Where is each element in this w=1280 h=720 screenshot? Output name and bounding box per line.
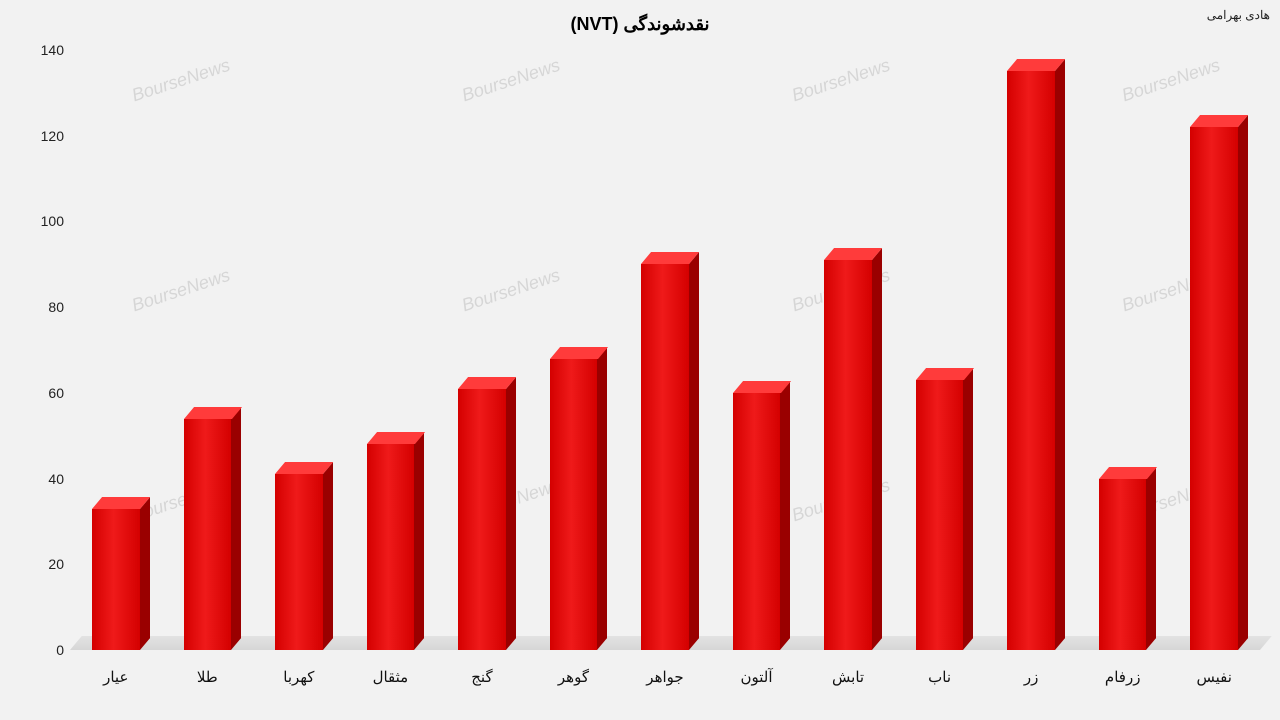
bar [550,359,598,650]
bar-front [550,359,598,650]
bar-front [184,419,232,650]
bar [733,393,781,650]
x-tick-label: طلا [162,668,254,686]
bars-group [70,50,1260,650]
plot-area [70,50,1260,650]
y-tick-label: 40 [14,471,64,487]
bar [916,380,964,650]
bar [458,389,506,650]
chart-title: نقدشوندگی (NVT) [0,14,1280,35]
bar-top [92,497,150,509]
bar-front [1190,127,1238,650]
bar [641,264,689,650]
x-tick-label: زرفام [1077,668,1169,686]
y-tick-label: 0 [14,642,64,658]
bar-front [367,444,415,650]
bar-front [824,260,872,650]
x-tick-label: جواهر [619,668,711,686]
bar-front [458,389,506,650]
x-tick-label: زر [985,668,1077,686]
x-tick-label: گوهر [528,668,620,686]
bar-top [458,377,516,389]
chart-container: هادی بهرامی نقدشوندگی (NVT) BourseNewsBo… [0,0,1280,720]
bar [367,444,415,650]
bar-top [184,407,242,419]
bar-side [323,462,333,650]
bar [275,474,323,650]
y-tick-label: 100 [14,213,64,229]
bar [92,509,140,650]
bar-side [1146,466,1156,650]
bar [1099,479,1147,650]
bar-front [733,393,781,650]
bar-side [597,346,607,650]
bar-side [780,381,790,650]
bar [1007,71,1055,650]
bar-side [963,368,973,650]
x-tick-label: گنج [436,668,528,686]
bar-top [733,381,791,393]
x-tick-label: ناب [894,668,986,686]
bar-front [92,509,140,650]
y-tick-label: 140 [14,42,64,58]
bar [184,419,232,650]
x-tick-label: نفیس [1168,668,1260,686]
x-tick-label: کهربا [253,668,345,686]
bar-side [689,252,699,650]
bar-front [1099,479,1147,650]
y-tick-label: 20 [14,556,64,572]
bar-front [916,380,964,650]
y-tick-label: 80 [14,299,64,315]
bar [1190,127,1238,650]
bar-front [641,264,689,650]
bar [824,260,872,650]
bar-front [1007,71,1055,650]
bar-side [872,248,882,650]
bar-side [1238,115,1248,650]
x-tick-label: آلتون [711,668,803,686]
bar-side [506,376,516,650]
bar-top [550,347,608,359]
x-tick-label: عیار [70,668,162,686]
bar-top [367,432,425,444]
bar-top [1099,467,1157,479]
bar-side [1055,59,1065,650]
bar-side [140,496,150,650]
x-tick-label: تابش [802,668,894,686]
bar-top [916,368,974,380]
bar-side [414,432,424,650]
bar-side [231,406,241,650]
bar-front [275,474,323,650]
y-tick-label: 60 [14,385,64,401]
y-tick-label: 120 [14,128,64,144]
x-tick-label: مثقال [345,668,437,686]
